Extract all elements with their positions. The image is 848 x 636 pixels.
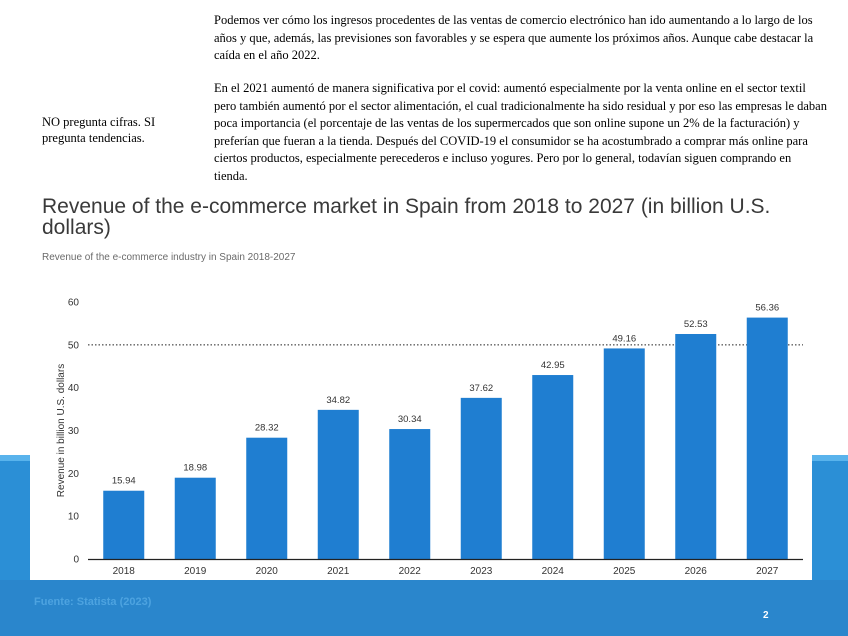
paragraph-2: En el 2021 aumentó de manera significati… <box>214 81 827 183</box>
bar <box>317 409 359 559</box>
data-label: 15.94 <box>112 476 136 487</box>
y-tick-label: 30 <box>68 426 80 437</box>
x-tick-label: 2018 <box>113 566 136 577</box>
x-tick-label: 2020 <box>256 566 279 577</box>
y-tick-label: 20 <box>68 469 80 480</box>
bar <box>389 429 431 559</box>
y-tick-label: 50 <box>68 340 80 351</box>
bar <box>174 477 216 559</box>
y-tick-label: 60 <box>68 298 80 309</box>
chart-title: Revenue of the e-commerce market in Spai… <box>42 195 771 239</box>
x-tick-label: 2027 <box>756 566 779 577</box>
bar <box>603 348 645 559</box>
bar <box>103 490 145 559</box>
paragraph-1: Podemos ver cómo los ingresos procedente… <box>214 13 814 63</box>
y-tick-label: 10 <box>68 512 80 523</box>
bar <box>532 375 574 559</box>
y-tick-label: 0 <box>73 555 79 566</box>
x-tick-label: 2024 <box>542 566 565 577</box>
source-note: Fuente: Statista (2023) <box>34 596 152 608</box>
data-label: 37.62 <box>469 383 493 394</box>
bar <box>746 317 788 559</box>
side-note: NO pregunta cifras. SI pregunta tendenci… <box>42 115 156 145</box>
bar <box>460 397 502 559</box>
data-label: 34.82 <box>326 395 350 406</box>
data-label: 42.95 <box>541 360 565 371</box>
bar <box>675 333 717 559</box>
y-axis-label: Revenue in billion U.S. dollars <box>56 364 67 497</box>
data-label: 30.34 <box>398 414 422 425</box>
bar <box>246 437 288 559</box>
x-tick-label: 2022 <box>399 566 422 577</box>
data-label: 28.32 <box>255 423 279 434</box>
x-tick-label: 2026 <box>685 566 708 577</box>
bottom-decor-band <box>0 580 848 636</box>
data-label: 49.16 <box>612 333 636 344</box>
y-tick-label: 40 <box>68 383 80 394</box>
data-label: 52.53 <box>684 319 708 330</box>
x-tick-label: 2025 <box>613 566 636 577</box>
chart-subtitle: Revenue of the e-commerce industry in Sp… <box>42 252 296 263</box>
x-tick-label: 2021 <box>327 566 350 577</box>
data-label: 56.36 <box>755 303 779 314</box>
page-number: 2 <box>763 610 769 621</box>
data-label: 18.98 <box>183 463 207 474</box>
x-tick-label: 2023 <box>470 566 493 577</box>
x-tick-label: 2019 <box>184 566 207 577</box>
